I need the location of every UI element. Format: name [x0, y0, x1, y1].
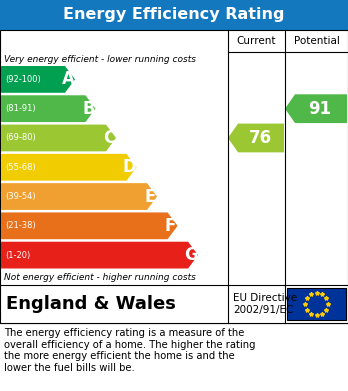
Text: (21-38): (21-38) — [5, 221, 36, 230]
Text: (55-68): (55-68) — [5, 163, 36, 172]
Text: Energy Efficiency Rating: Energy Efficiency Rating — [63, 7, 285, 23]
Polygon shape — [285, 94, 347, 123]
Text: F: F — [165, 217, 176, 235]
Text: Current: Current — [237, 36, 276, 46]
Text: The energy efficiency rating is a measure of the
overall efficiency of a home. T: The energy efficiency rating is a measur… — [4, 328, 255, 373]
Bar — [287, 288, 346, 320]
Text: A: A — [62, 70, 74, 88]
Text: (39-54): (39-54) — [5, 192, 35, 201]
Text: C: C — [103, 129, 115, 147]
Text: Not energy efficient - higher running costs: Not energy efficient - higher running co… — [4, 273, 196, 283]
Bar — [0, 30, 348, 323]
Bar — [0, 0, 348, 30]
Polygon shape — [228, 124, 284, 152]
Text: 76: 76 — [248, 129, 271, 147]
Text: Very energy efficient - lower running costs: Very energy efficient - lower running co… — [4, 54, 196, 63]
Polygon shape — [1, 212, 177, 239]
Polygon shape — [1, 125, 116, 151]
Polygon shape — [1, 95, 95, 122]
Text: (69-80): (69-80) — [5, 133, 36, 142]
Text: EU Directive
2002/91/EC: EU Directive 2002/91/EC — [233, 293, 297, 315]
Text: E: E — [144, 188, 156, 206]
Text: 91: 91 — [308, 100, 332, 118]
Text: G: G — [184, 246, 198, 264]
Polygon shape — [1, 154, 136, 181]
Polygon shape — [1, 242, 198, 269]
Polygon shape — [1, 183, 157, 210]
Polygon shape — [1, 66, 75, 93]
Text: England & Wales: England & Wales — [6, 295, 176, 313]
Text: B: B — [82, 100, 95, 118]
Text: (1-20): (1-20) — [5, 251, 30, 260]
Text: (92-100): (92-100) — [5, 75, 41, 84]
Text: Potential: Potential — [294, 36, 339, 46]
Bar — [0, 285, 348, 323]
Text: D: D — [122, 158, 136, 176]
Text: (81-91): (81-91) — [5, 104, 35, 113]
